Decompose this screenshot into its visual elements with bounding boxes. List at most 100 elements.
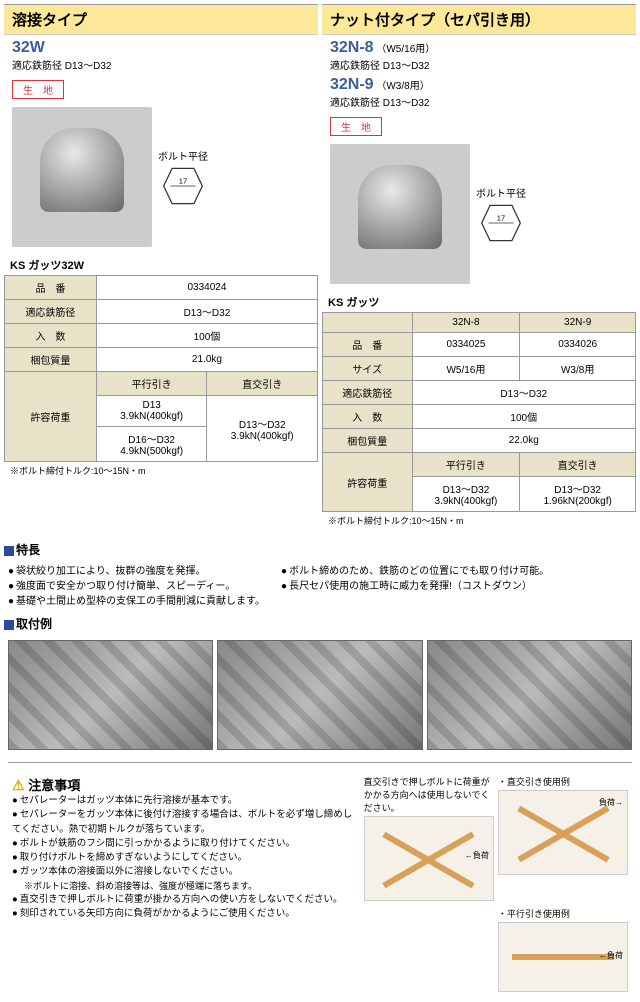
left-model-block: 32W 適応鉄筋径 D13～D32 生 地 [4, 35, 318, 103]
caution-list: セパレーターはガッツ本体に先行溶接が基本です。セパレーターをガッツ本体に後付け溶… [12, 794, 356, 922]
caution-sub: ※ボルトに溶接、斜め溶接等は、強度が極端に落ちます。 [12, 880, 356, 894]
model-32n9-sub: （W3/8用） [376, 81, 429, 92]
diag2-arrow: 負荷→ [599, 797, 623, 808]
hex-icon-right: 17 [480, 202, 522, 244]
th-qty-r: 入 数 [323, 405, 413, 429]
th-col2: 32N-9 [520, 313, 636, 333]
caution-item: 直交引きで押しボルトに荷重が掛かる方向への使い方をしないでください。 [12, 893, 356, 907]
bolt-spec-right: ボルト平径 17 [476, 185, 526, 244]
td-p1-r: D13～D32 3.9kN(400kgf) [412, 477, 520, 512]
install-photo-2 [217, 640, 422, 750]
th-qty: 入 数 [5, 324, 97, 348]
right-column: ナット付タイプ（セパ引き用） 32N-8 （W5/16用） 適応鉄筋径 D13～… [322, 4, 636, 529]
td-qty-r: 100個 [412, 405, 635, 429]
compat-32n9: 適応鉄筋径 D13～D32 [330, 94, 628, 109]
warning-icon: ⚠ [12, 777, 25, 794]
td-c1: D13～D32 3.9kN(400kgf) [207, 396, 318, 462]
badge-right: 生 地 [330, 117, 382, 136]
caution-block: ⚠ 注意事項 セパレーターはガッツ本体に先行溶接が基本です。セパレーターをガッツ… [0, 771, 640, 1002]
td-itemno: 0334024 [96, 276, 317, 300]
badge-left: 生 地 [12, 80, 64, 99]
feature-item: 袋状絞り加工により、抜群の強度を発揮。 [8, 562, 265, 577]
th-itemno-r: 品 番 [323, 333, 413, 357]
table-title-right: KS ガッツ [322, 292, 636, 312]
diag2-img: 負荷→ [498, 790, 628, 875]
th-parallel-r: 平行引き [412, 453, 520, 477]
install-photo-3 [427, 640, 632, 750]
caution-diagrams: 直交引きで押しボルトに荷重がかかる方向へは使用しないでください。 ←負荷 ・直交… [364, 775, 628, 998]
right-product-row: ボルト平径 17 [322, 140, 636, 292]
td-weight-r: 22.0kg [412, 429, 635, 453]
left-header: 溶接タイプ [4, 4, 318, 35]
td-p2: D16～D32 4.9kN(500kgf) [96, 427, 207, 462]
features-block: 袋状絞り加工により、抜群の強度を発揮。強度面で安全かつ取り付け簡単、スピーディー… [0, 562, 640, 607]
diag1-arrow: ←負荷 [465, 850, 489, 861]
diag1-text: 直交引きで押しボルトに荷重がかかる方向へは使用しないでください。 [364, 775, 494, 814]
svg-text:17: 17 [497, 213, 505, 222]
left-product-row: ボルト平径 17 [4, 103, 318, 255]
caution-item: セパレーターをガッツ本体に後付け溶接する場合は、ボルトを必ず増し締めしてください… [12, 808, 356, 837]
spec-table-left: 品 番0334024 適応鉄筋径D13～D32 入 数100個 梱包質量21.0… [4, 275, 318, 462]
diag2-title: ・直交引き使用例 [498, 775, 628, 788]
feature-item: 長尺セパ使用の施工時に威力を発揮!（コストダウン） [281, 577, 549, 592]
left-column: 溶接タイプ 32W 適応鉄筋径 D13～D32 生 地 ボルト平径 17 KS … [4, 4, 318, 529]
feature-item: 強度面で安全かつ取り付け簡単、スピーディー。 [8, 577, 265, 592]
compat-32w: 適応鉄筋径 D13～D32 [12, 57, 310, 72]
th-col1: 32N-8 [412, 313, 520, 333]
td-qty: 100個 [96, 324, 317, 348]
install-photos [0, 636, 640, 754]
feature-item: ボルト締めのため、鉄筋のどの位置にでも取り付け可能。 [281, 562, 549, 577]
td-compat: D13～D32 [96, 300, 317, 324]
th-cross-r: 直交引き [520, 453, 636, 477]
th-size: サイズ [323, 357, 413, 381]
th-itemno: 品 番 [5, 276, 97, 300]
diag1-img: ←負荷 [364, 816, 494, 901]
svg-text:17: 17 [179, 176, 187, 185]
features-list-right: ボルト締めのため、鉄筋のどの位置にでも取り付け可能。長尺セパ使用の施工時に威力を… [281, 562, 549, 607]
th-weight-r: 梱包質量 [323, 429, 413, 453]
product-photo-left [12, 107, 152, 247]
diag3-arrow: ←負荷 [599, 950, 623, 961]
install-photo-1 [8, 640, 213, 750]
right-header: ナット付タイプ（セパ引き用） [322, 4, 636, 35]
torque-right: ※ボルト締付トルク:10～15N・m [322, 512, 636, 529]
spec-table-right: 32N-832N-9 品 番03340250334026 サイズW5/16用W3… [322, 312, 636, 512]
bolt-label-left: ボルト平径 [158, 148, 208, 163]
model-32n8-sub: （W5/16用） [376, 44, 435, 55]
caution-item: ガッツ本体の溶接面以外に溶接しないでください。 [12, 865, 356, 879]
th-load: 許容荷重 [5, 372, 97, 462]
bolt-spec-left: ボルト平径 17 [158, 148, 208, 207]
feature-item: 基礎や土間止め型枠の支保工の手間削減に貢献します。 [8, 592, 265, 607]
features-list-left: 袋状絞り加工により、抜群の強度を発揮。強度面で安全かつ取り付け簡単、スピーディー… [8, 562, 265, 607]
th-parallel: 平行引き [96, 372, 207, 396]
td-compat-r: D13～D32 [412, 381, 635, 405]
table-title-left: KS ガッツ32W [4, 255, 318, 275]
model-32w: 32W [12, 39, 310, 57]
th-load-r: 許容荷重 [323, 453, 413, 512]
caution-title: ⚠ 注意事項 [12, 775, 356, 794]
torque-left: ※ボルト締付トルク:10～15N・m [4, 462, 318, 479]
install-title: 取付例 [4, 615, 636, 632]
hex-icon-left: 17 [162, 165, 204, 207]
diag3-img: ←負荷 [498, 922, 628, 992]
model-32n9: 32N-9 [330, 76, 374, 93]
divider [8, 762, 632, 763]
compat-32n8: 適応鉄筋径 D13～D32 [330, 57, 628, 72]
th-cross: 直交引き [207, 372, 318, 396]
th-compat-r: 適応鉄筋径 [323, 381, 413, 405]
td-weight: 21.0kg [96, 348, 317, 372]
td-size2: W3/8用 [520, 357, 636, 381]
features-title: 特長 [4, 541, 636, 558]
caution-item: ボルトが鉄筋のフシ間に引っかかるように取り付けてください。 [12, 837, 356, 851]
bolt-label-right: ボルト平径 [476, 185, 526, 200]
caution-item: 取り付けボルトを締めすぎないようにしてください。 [12, 851, 356, 865]
caution-item: セパレーターはガッツ本体に先行溶接が基本です。 [12, 794, 356, 808]
diag3-title: ・平行引き使用例 [498, 907, 628, 920]
model-32n8: 32N-8 [330, 39, 374, 56]
product-photo-right [330, 144, 470, 284]
td-item2: 0334026 [520, 333, 636, 357]
td-p1: D13 3.9kN(400kgf) [96, 396, 207, 427]
td-item1: 0334025 [412, 333, 520, 357]
th-weight: 梱包質量 [5, 348, 97, 372]
caution-item: 刻印されている矢印方向に負荷がかかるようにご使用ください。 [12, 907, 356, 921]
